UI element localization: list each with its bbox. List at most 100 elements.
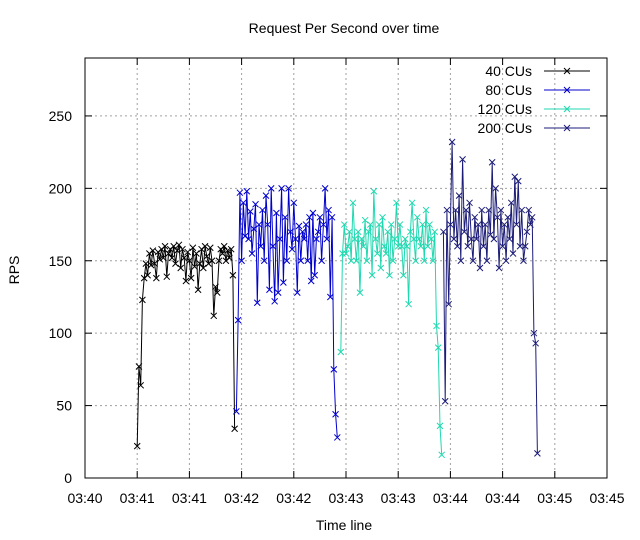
legend-label: 120 CUs <box>478 101 532 117</box>
data-point <box>184 248 192 256</box>
data-point <box>332 410 339 418</box>
data-point <box>396 221 404 228</box>
x-tick-label: 03:42 <box>276 490 311 506</box>
data-point <box>474 221 482 228</box>
data-point <box>419 221 426 228</box>
x-tick-label: 03:41 <box>120 490 155 506</box>
data-point <box>273 209 280 217</box>
data-point <box>462 206 470 214</box>
data-point <box>290 199 298 207</box>
data-point <box>253 299 261 307</box>
data-point <box>175 241 183 249</box>
data-point <box>429 257 437 265</box>
data-point <box>497 206 505 214</box>
data-point <box>333 434 341 441</box>
data-point <box>139 296 146 304</box>
data-point <box>460 228 468 236</box>
data-point <box>506 235 513 243</box>
data-point <box>142 260 150 268</box>
legend-item: 200 CUs <box>478 120 590 136</box>
data-point <box>295 222 303 230</box>
y-axis-label: RPS <box>6 256 22 285</box>
data-point <box>459 156 466 163</box>
data-point <box>408 199 416 207</box>
data-point <box>523 228 531 236</box>
data-point <box>180 254 188 262</box>
data-point <box>186 257 193 265</box>
data-point <box>393 199 400 207</box>
data-point <box>520 257 527 265</box>
data-point <box>471 213 479 221</box>
data-point <box>194 286 202 294</box>
data-point <box>220 242 228 250</box>
data-point <box>300 235 308 243</box>
data-point <box>434 344 442 352</box>
data-point <box>427 235 435 243</box>
data-point <box>283 257 291 265</box>
data-point <box>243 187 251 195</box>
legend-label: 40 CUs <box>485 63 532 79</box>
data-point <box>212 283 219 291</box>
data-point <box>321 184 329 192</box>
data-point <box>431 228 439 236</box>
y-tick-label: 50 <box>56 398 72 414</box>
y-tick-label: 100 <box>49 325 73 341</box>
data-point <box>231 425 238 433</box>
data-point <box>330 366 338 373</box>
data-point <box>285 184 292 192</box>
data-point <box>302 221 310 228</box>
data-point <box>191 263 198 270</box>
data-point <box>490 235 498 243</box>
data-point <box>447 221 454 228</box>
x-tick-label: 03:42 <box>224 490 259 506</box>
data-point <box>452 206 459 214</box>
data-point <box>365 228 372 236</box>
data-point <box>495 264 503 272</box>
data-point <box>415 235 423 243</box>
data-point <box>208 257 216 265</box>
data-point <box>215 257 223 265</box>
data-point <box>518 206 526 214</box>
data-point <box>455 192 463 199</box>
axis-ticks: 0 50 100 150 200 250 03:40 03:41 03:41 03:42 03:42… <box>49 58 625 506</box>
data-point <box>412 257 419 265</box>
data-point <box>454 242 461 250</box>
data-point <box>426 221 433 228</box>
data-point <box>233 408 240 415</box>
data-point <box>450 235 458 243</box>
data-point <box>514 177 522 185</box>
data-point <box>382 250 390 257</box>
data-point <box>264 221 272 228</box>
data-point <box>502 257 510 265</box>
data-point <box>504 213 512 221</box>
series-120-cus <box>337 187 446 459</box>
data-point <box>299 228 306 236</box>
data-point <box>320 221 327 228</box>
series-200-cus <box>440 138 541 457</box>
y-tick-label: 200 <box>49 180 73 196</box>
data-point <box>466 199 473 207</box>
data-point <box>248 250 256 257</box>
data-point <box>234 316 242 324</box>
data-point <box>499 242 506 250</box>
data-point <box>370 187 378 195</box>
data-point <box>292 235 299 243</box>
data-point <box>173 247 181 254</box>
data-point <box>313 235 320 243</box>
data-point <box>530 329 538 337</box>
data-point <box>478 206 486 214</box>
data-point <box>340 221 348 228</box>
data-point <box>360 242 367 250</box>
data-point <box>168 254 176 262</box>
data-point <box>304 257 312 265</box>
data-point <box>137 381 145 389</box>
data-point <box>326 293 334 301</box>
data-point <box>387 221 395 228</box>
series-line-40-cus <box>136 244 236 447</box>
data-point <box>245 235 252 243</box>
data-point <box>288 245 296 253</box>
data-point <box>311 271 319 279</box>
data-point <box>358 235 366 243</box>
y-tick-label: 0 <box>64 470 72 486</box>
